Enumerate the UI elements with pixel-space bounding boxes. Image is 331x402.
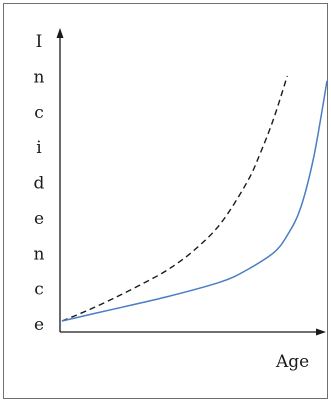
y-axis-label-letter: d [34,174,45,194]
series-layer [61,75,328,322]
solid-series-line [61,80,328,322]
dashed-series-line [61,75,288,322]
x-axis-arrowhead [316,328,326,336]
y-axis-label-letter: c [34,103,44,123]
y-axis-label-letter: n [34,67,45,87]
y-axis-label-letter: e [34,315,44,335]
y-axis-arrowhead [56,28,64,38]
y-axis-label-letter: e [34,209,44,229]
y-axis-label-letter: I [36,32,43,52]
y-axis-label-letter: c [34,280,44,300]
x-axis-label: Age [275,352,309,372]
y-axis-label-letter: n [34,244,45,264]
chart-frame [3,3,328,399]
axes [56,28,326,336]
y-axis-label-letter: i [36,138,42,158]
